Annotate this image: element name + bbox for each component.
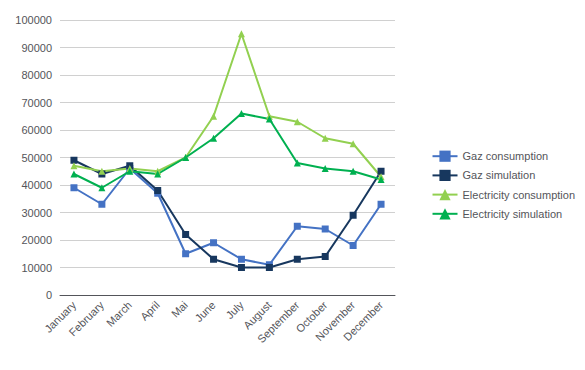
svg-text:40000: 40000 xyxy=(21,179,52,191)
svg-text:10000: 10000 xyxy=(21,262,52,274)
svg-text:70000: 70000 xyxy=(21,97,52,109)
svg-text:Electricity consumption: Electricity consumption xyxy=(463,189,575,201)
svg-text:December: December xyxy=(341,299,386,344)
svg-text:September: September xyxy=(255,299,302,346)
svg-text:Gaz simulation: Gaz simulation xyxy=(463,169,536,181)
svg-text:October: October xyxy=(293,298,330,335)
svg-text:20000: 20000 xyxy=(21,234,52,246)
svg-text:Gaz consumption: Gaz consumption xyxy=(463,150,549,162)
svg-text:90000: 90000 xyxy=(21,42,52,54)
svg-text:February: February xyxy=(67,298,107,338)
svg-text:Electricity simulation: Electricity simulation xyxy=(463,208,563,220)
svg-text:30000: 30000 xyxy=(21,207,52,219)
svg-text:April: April xyxy=(138,299,162,323)
svg-text:80000: 80000 xyxy=(21,69,52,81)
svg-text:Mai: Mai xyxy=(169,299,190,320)
svg-text:100000: 100000 xyxy=(15,14,52,26)
svg-text:November: November xyxy=(313,298,358,344)
svg-text:January: January xyxy=(42,298,79,335)
svg-text:June: June xyxy=(192,299,217,324)
svg-text:August: August xyxy=(240,298,274,332)
svg-text:0: 0 xyxy=(46,289,52,301)
svg-text:60000: 60000 xyxy=(21,124,52,136)
svg-text:50000: 50000 xyxy=(21,152,52,164)
svg-text:July: July xyxy=(223,298,246,321)
svg-text:March: March xyxy=(104,299,134,329)
